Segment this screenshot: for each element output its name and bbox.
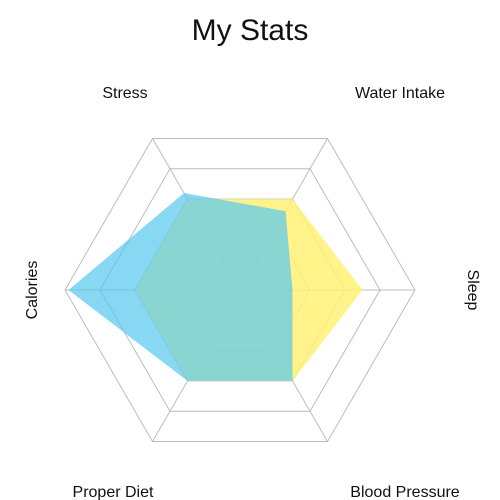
axis-label-blood-pressure: Blood Pressure (350, 484, 459, 500)
axis-labels: Water Intake Sleep Blood Pressure Proper Di… (24, 85, 481, 500)
chart-title: My Stats (191, 14, 309, 47)
series-area-2 (68, 193, 293, 381)
axis-label-calories: Calories (24, 261, 41, 320)
axis-label-sleep: Sleep (464, 270, 481, 311)
axis-label-water-intake: Water Intake (355, 85, 445, 102)
radar-series (68, 193, 363, 381)
axis-label-stress: Stress (102, 85, 147, 102)
axis-label-proper-diet: Proper Diet (73, 484, 154, 500)
